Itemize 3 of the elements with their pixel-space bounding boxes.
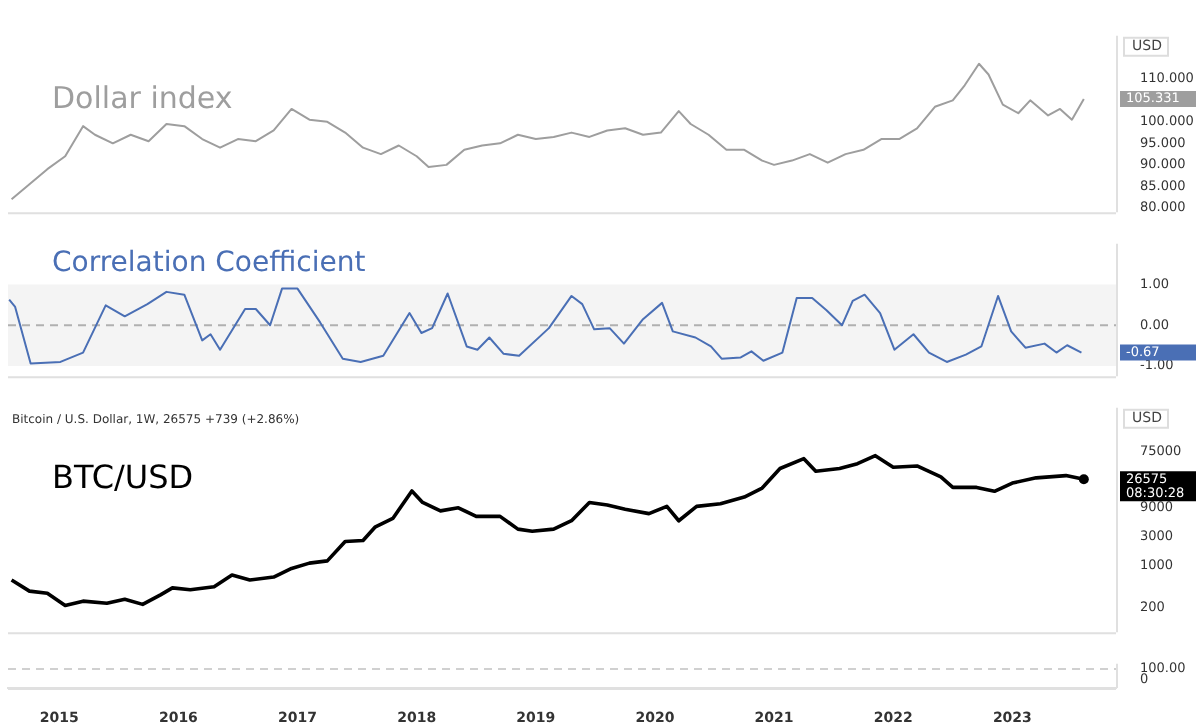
chart-title: Correlation Coefficient	[52, 247, 367, 280]
text: BTC/USD	[52, 458, 194, 497]
text: Dollar index	[52, 79, 233, 116]
